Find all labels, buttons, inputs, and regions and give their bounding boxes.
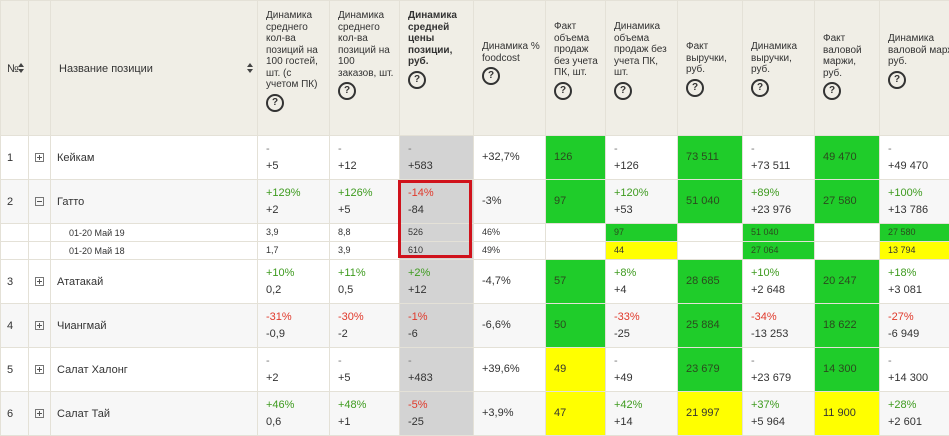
question-circle-icon[interactable]: ? [614,82,632,100]
col-header-c4[interactable]: Динамика % foodcost? [474,1,546,136]
col-header-c7[interactable]: Факт выручки, руб.? [678,1,743,136]
sort-arrows-icon[interactable] [247,63,253,73]
plus-box-icon[interactable] [35,277,44,286]
table-row[interactable]: 6 Салат Тай +46%0,6 +48%+1 -5%-25 +3,9% … [1,392,949,436]
col-header-c3[interactable]: Динамика средней цены позиции, руб.? [400,1,474,136]
question-circle-icon[interactable]: ? [408,71,426,89]
table-row[interactable]: 3 Ататакай +10%0,2 +11%0,5 +2%+12 -4,7% … [1,260,949,304]
minus-box-icon[interactable] [35,197,44,206]
col-header-c1[interactable]: Динамика среднего кол-ва позиций на 100 … [258,1,330,136]
table-row[interactable]: 2 Гатто +129%+2 +126%+5 -14%-84 -3% 97 +… [1,180,949,224]
col-header-name[interactable]: Название позиции [51,1,258,136]
table-row[interactable]: 5 Салат Халонг -+2 -+5 -+483 +39,6% 49 -… [1,348,949,392]
col-header-expand [29,1,51,136]
question-circle-icon[interactable]: ? [823,82,841,100]
table-row[interactable]: 4 Чиангмай -31%-0,9 -30%-2 -1%-6 -6,6% 5… [1,304,949,348]
sort-arrows-icon[interactable] [18,63,24,73]
col-header-c5[interactable]: Факт объема продаж без учета ПК, шт.? [546,1,606,136]
header-row: № Название позиции Динамика среднего кол… [1,1,949,136]
plus-box-icon[interactable] [35,409,44,418]
col-header-c9[interactable]: Факт валовой маржи, руб.? [815,1,880,136]
col-header-c6[interactable]: Динамика объема продаж без учета ПК, шт.… [606,1,678,136]
question-circle-icon[interactable]: ? [482,67,500,85]
question-circle-icon[interactable]: ? [751,79,769,97]
table-row[interactable]: 1 Кейкам -+5 -+12 -+583 +32,7% 126 -+126… [1,136,949,180]
question-circle-icon[interactable]: ? [686,79,704,97]
col-header-no[interactable]: № [1,1,29,136]
col-header-c8[interactable]: Динамика выручки, руб.? [743,1,815,136]
question-circle-icon[interactable]: ? [266,94,284,112]
plus-box-icon[interactable] [35,321,44,330]
question-circle-icon[interactable]: ? [888,71,906,89]
sub-row: 01-20 Май 19 3,9 8,8 526 46% 97 51 040 2… [1,224,949,242]
question-circle-icon[interactable]: ? [338,82,356,100]
sub-row: 01-20 Май 18 1,7 3,9 610 49% 44 27 064 1… [1,242,949,260]
plus-box-icon[interactable] [35,153,44,162]
plus-box-icon[interactable] [35,365,44,374]
question-circle-icon[interactable]: ? [554,82,572,100]
col-header-c2[interactable]: Динамика среднего кол-ва позиций на 100 … [330,1,400,136]
col-header-c10[interactable]: Динамика валовой маржи, руб.? [880,1,949,136]
